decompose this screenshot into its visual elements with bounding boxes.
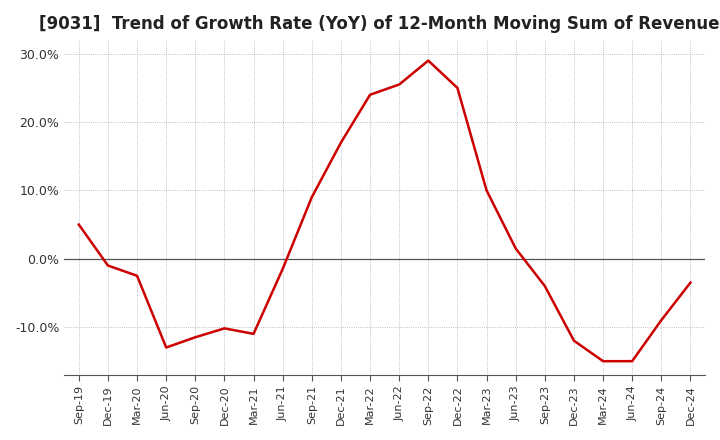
Title: [9031]  Trend of Growth Rate (YoY) of 12-Month Moving Sum of Revenues: [9031] Trend of Growth Rate (YoY) of 12-…: [40, 15, 720, 33]
